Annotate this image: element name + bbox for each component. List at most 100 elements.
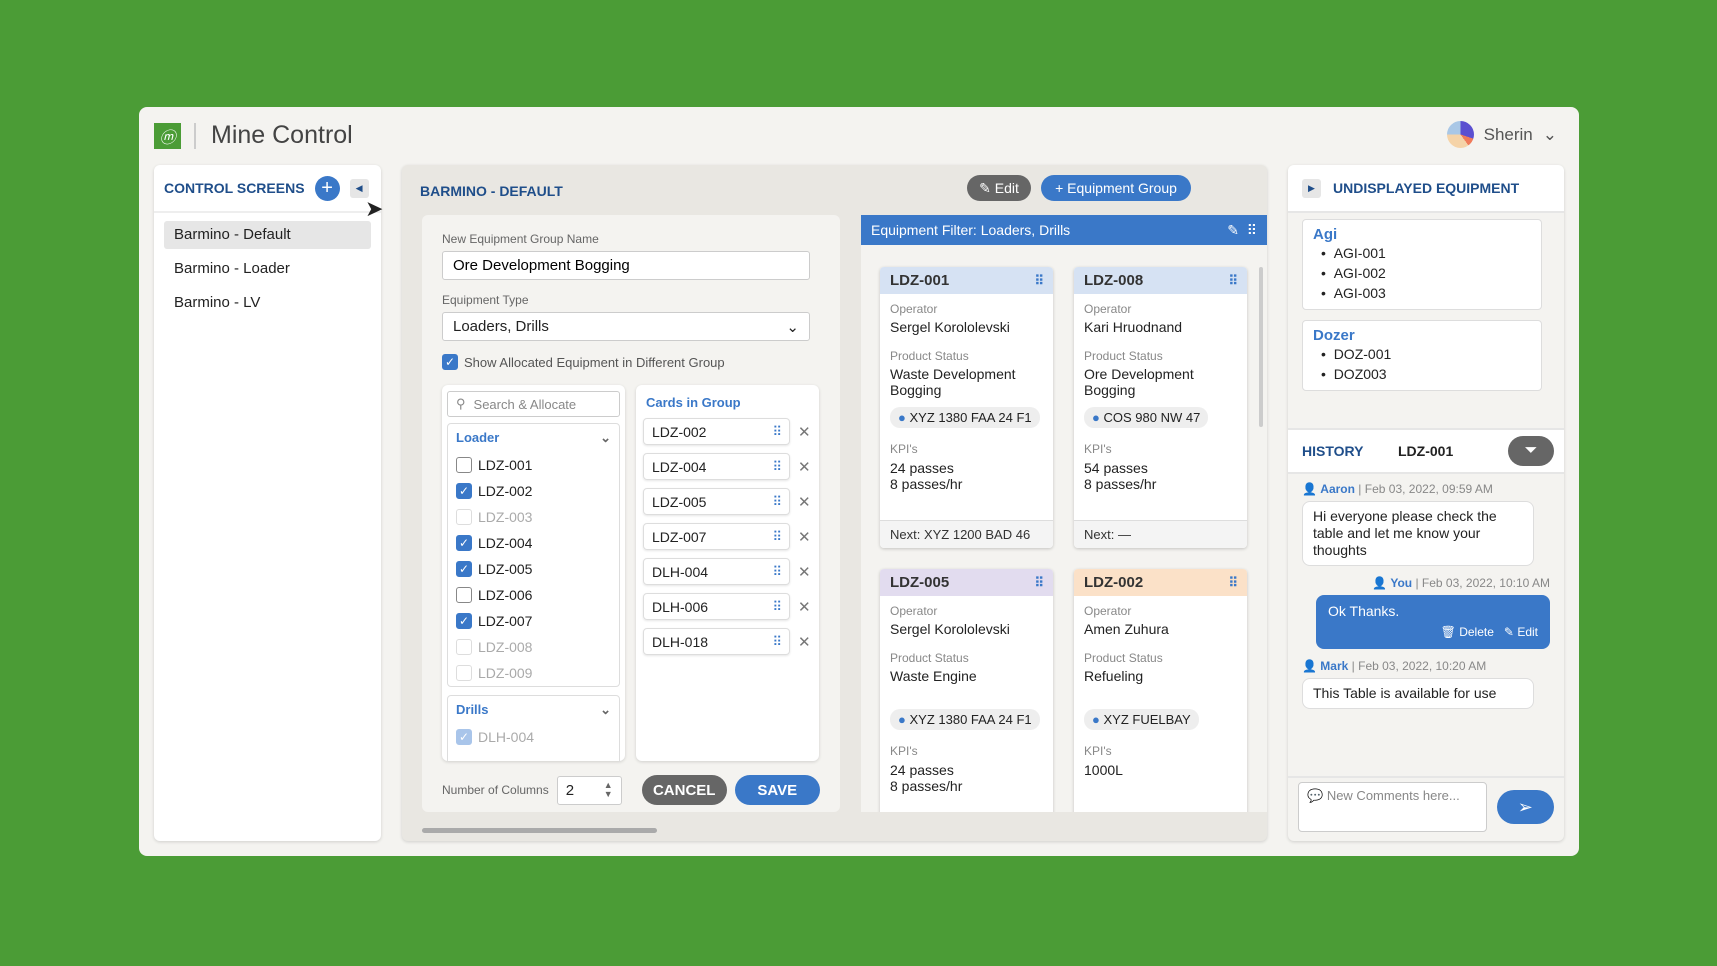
equipment-checkbox-item[interactable]: LDZ-008 (456, 634, 611, 660)
timestamp: Feb 03, 2022, 09:59 AM (1364, 482, 1493, 496)
sidebar-item[interactable]: Barmino - LV (174, 294, 261, 311)
expand-right-button[interactable]: ▶ (1302, 178, 1321, 198)
columns-stepper[interactable]: 2 ▲ ▼ (556, 775, 622, 805)
undisplayed-item[interactable]: • DOZ-001 (1321, 346, 1392, 362)
checkbox: ✓ (456, 561, 472, 577)
drag-handle-icon[interactable]: ⠿ (1228, 272, 1237, 288)
drag-handle-icon[interactable]: ⠿ (772, 563, 781, 579)
comment-input[interactable]: 💬 New Comments here... (1298, 782, 1487, 832)
user-menu[interactable]: Sherin ⌄ (1446, 121, 1557, 148)
equipment-checkbox-item[interactable]: LDZ-001 (456, 452, 611, 478)
equipment-card[interactable]: LDZ-005 ⠿ Operator Sergel Korololevski Pro… (880, 569, 1053, 812)
add-screen-button[interactable]: + (314, 175, 340, 201)
group-card-chip[interactable]: LDZ-007 ⠿ (643, 523, 790, 550)
equipment-checkbox-item[interactable]: ✓ LDZ-007 (456, 608, 611, 634)
drag-handle-icon[interactable]: ⠿ (1246, 221, 1257, 238)
equipment-checkbox-item[interactable]: LDZ-009 (456, 660, 611, 686)
group-card-chip[interactable]: DLH-018 ⠿ (643, 628, 790, 655)
kpi-value: 8 passes/hr (1084, 476, 1157, 492)
location-pin-icon: ● (1092, 712, 1100, 727)
equipment-card[interactable]: LDZ-008 ⠿ Operator Kari Hruodnand Product … (1074, 267, 1247, 548)
add-equipment-group-button[interactable]: + Equipment Group (1041, 175, 1191, 201)
drag-handle-icon[interactable]: ⠿ (772, 633, 781, 649)
operator-label: Operator (890, 604, 938, 618)
undisplayed-item[interactable]: • AGI-002 (1321, 265, 1386, 281)
remove-icon[interactable]: ✕ (798, 458, 811, 476)
cards-in-group: Cards in Group LDZ-002 ⠿ ✕ LDZ-004 ⠿ ✕ LDZ-005… (636, 385, 819, 761)
drag-handle-icon[interactable]: ⠿ (772, 458, 781, 474)
filter-button[interactable]: ⏷ (1508, 436, 1554, 466)
equipment-checkbox-item[interactable]: LDZ-003 (456, 504, 611, 530)
remove-icon[interactable]: ✕ (798, 493, 811, 511)
group-name-input[interactable] (442, 251, 810, 280)
group-card-chip[interactable]: DLH-006 ⠿ (643, 593, 790, 620)
collapse-left-button[interactable]: ◀ (349, 178, 369, 198)
drills-group-header[interactable]: Drills ⌄ (456, 702, 611, 717)
checkbox: ✓ (456, 483, 472, 499)
location-pin-icon: ● (1092, 410, 1100, 425)
delete-button[interactable]: 🗑 Delete (1440, 625, 1494, 639)
remove-icon[interactable]: ✕ (798, 423, 811, 441)
cancel-button[interactable]: CANCEL (641, 775, 727, 805)
user-icon: 👤 (1302, 482, 1317, 496)
edit-button[interactable]: ✎ Edit (967, 175, 1031, 201)
remove-icon[interactable]: ✕ (798, 633, 811, 651)
equipment-checkbox-item[interactable]: ✓ DLH-004 (456, 724, 611, 750)
user-icon: 👤 (1372, 576, 1387, 590)
send-button[interactable]: ➢ (1496, 790, 1554, 824)
group-card-chip[interactable]: DLH-004 ⠿ (643, 558, 790, 585)
kpi-label: KPI's (1084, 442, 1112, 456)
status: Waste Engine (890, 668, 977, 684)
equipment-checkbox-item[interactable]: LDZ-006 (456, 582, 611, 608)
item-label: LDZ-009 (478, 665, 533, 681)
status-label: Product Status (1084, 349, 1163, 363)
card-id: LDZ-005 (890, 574, 950, 591)
save-button[interactable]: SAVE (734, 775, 820, 805)
horizontal-scrollbar[interactable] (422, 828, 657, 833)
equipment-type-select[interactable]: Loaders, Drills ⌄ (442, 312, 810, 341)
drag-handle-icon[interactable]: ⠿ (772, 598, 781, 614)
loader-group-header[interactable]: Loader ⌄ (456, 430, 611, 445)
group-card-row: DLH-006 ⠿ ✕ (643, 593, 812, 620)
sidebar-item[interactable]: Barmino - Default (164, 221, 371, 249)
drag-handle-icon[interactable]: ⠿ (1034, 272, 1043, 288)
remove-icon[interactable]: ✕ (798, 563, 811, 581)
drag-handle-icon[interactable]: ⠿ (772, 528, 781, 544)
drag-handle-icon[interactable]: ⠿ (772, 423, 781, 439)
group-card-row: LDZ-005 ⠿ ✕ (643, 488, 812, 515)
remove-icon[interactable]: ✕ (798, 528, 811, 546)
right-panel: ▶ UNDISPLAYED EQUIPMENT Agi • AGI-001 • AG… (1288, 165, 1564, 841)
equipment-checkbox-item[interactable]: ✓ LDZ-004 (456, 530, 611, 556)
vertical-scrollbar[interactable] (1259, 267, 1263, 427)
drag-handle-icon[interactable]: ⠿ (772, 493, 781, 509)
operator: Sergel Korololevski (890, 621, 1010, 637)
undisplayed-item[interactable]: • AGI-003 (1321, 285, 1386, 301)
mouse-cursor: ➤ (365, 196, 384, 221)
checkbox (456, 457, 472, 473)
group-card-chip[interactable]: LDZ-002 ⠿ (643, 418, 790, 445)
undisplayed-item[interactable]: • DOZ003 (1321, 366, 1387, 382)
group-name: Dozer (1313, 327, 1355, 344)
card-id: LDZ-008 (1084, 272, 1144, 289)
remove-icon[interactable]: ✕ (798, 598, 811, 616)
undisplayed-item[interactable]: • AGI-001 (1321, 245, 1386, 261)
card-header: LDZ-005 ⠿ (880, 569, 1053, 596)
equipment-card[interactable]: LDZ-002 ⠿ Operator Amen Zuhura Product Sta… (1074, 569, 1247, 812)
group-card-chip[interactable]: LDZ-005 ⠿ (643, 488, 790, 515)
edit-button[interactable]: ✎ Edit (1503, 625, 1538, 639)
equipment-checkbox-item[interactable]: ✓ LDZ-002 (456, 478, 611, 504)
equipment-card[interactable]: LDZ-001 ⠿ Operator Sergel Korololevski Pro… (880, 267, 1053, 548)
main-title: BARMINO - DEFAULT (420, 183, 563, 199)
show-allocated-checkbox[interactable]: ✓ Show Allocated Equipment in Different G… (442, 354, 725, 370)
sidebar-item[interactable]: Barmino - Loader (174, 260, 290, 277)
search-input[interactable]: ⚲ Search & Allocate (447, 391, 620, 417)
group-card-chip[interactable]: LDZ-004 ⠿ (643, 453, 790, 480)
drag-handle-icon[interactable]: ⠿ (1228, 574, 1237, 590)
operator-label: Operator (1084, 604, 1132, 618)
drag-handle-icon[interactable]: ⠿ (1034, 574, 1043, 590)
timestamp: Feb 03, 2022, 10:20 AM (1358, 659, 1487, 673)
pencil-icon[interactable]: ✎ (1227, 221, 1239, 238)
group-form: New Equipment Group Name Equipment Type … (422, 215, 840, 812)
checkbox: ✓ (442, 354, 458, 370)
equipment-checkbox-item[interactable]: ✓ LDZ-005 (456, 556, 611, 582)
